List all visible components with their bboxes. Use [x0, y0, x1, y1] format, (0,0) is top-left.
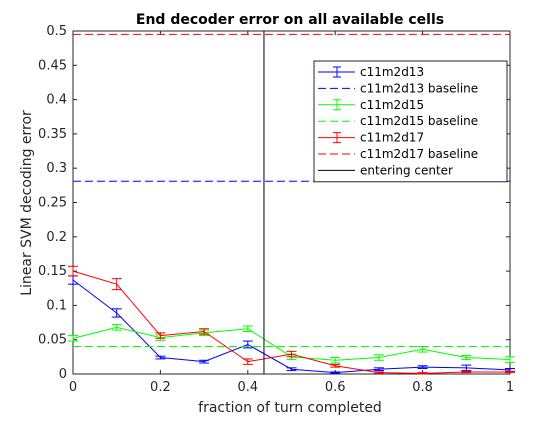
- c11m2d15-point: [111, 324, 122, 331]
- c11m2d15-point: [68, 335, 78, 342]
- legend-label: c11m2d13: [360, 65, 424, 79]
- c11m2d17-point: [155, 332, 166, 339]
- c11m2d17-point: [330, 363, 341, 368]
- y-tick-label: 0.1: [46, 298, 67, 313]
- c11m2d17-point: [373, 371, 384, 374]
- legend-item: c11m2d15 baseline: [318, 114, 478, 128]
- legend-item: entering center: [318, 163, 453, 177]
- x-axis-label: fraction of turn completed: [198, 400, 382, 416]
- y-tick-label: 0.15: [38, 264, 67, 279]
- c11m2d13-point: [199, 359, 210, 364]
- x-tick-label: 1: [506, 380, 514, 395]
- c11m2d13-point: [461, 364, 472, 372]
- y-tick-label: 0.45: [38, 58, 67, 73]
- legend-label: c11m2d17 baseline: [360, 147, 478, 161]
- y-tick-label: 0.5: [46, 24, 67, 39]
- x-tick-label: 0.8: [412, 380, 433, 395]
- c11m2d13-point: [330, 371, 341, 374]
- y-tick-label: 0.35: [38, 127, 67, 142]
- c11m2d17-point: [417, 372, 428, 375]
- chart-title: End decoder error on all available cells: [136, 12, 444, 28]
- c11m2d15-point: [330, 357, 341, 364]
- c11m2d13-point: [111, 308, 122, 318]
- c11m2d13-point: [373, 367, 384, 372]
- y-tick-label: 0: [59, 367, 67, 382]
- legend-label: entering center: [360, 163, 453, 177]
- y-tick-label: 0.4: [46, 93, 67, 108]
- c11m2d17-point: [286, 350, 297, 358]
- x-tick-label: 0.4: [237, 380, 258, 395]
- legend-label: c11m2d13 baseline: [360, 81, 478, 95]
- c11m2d15-point: [461, 354, 472, 361]
- legend-item: c11m2d13: [318, 65, 424, 79]
- legend-label: c11m2d15: [360, 98, 424, 112]
- c11m2d15-point: [373, 354, 384, 361]
- c11m2d13-point: [417, 365, 428, 370]
- y-axis-label: Linear SVM decoding error: [19, 110, 35, 296]
- y-tick-label: 0.05: [38, 333, 67, 348]
- legend-item: c11m2d17: [318, 131, 424, 145]
- c11m2d17-point: [461, 370, 472, 374]
- y-tick-label: 0.2: [46, 230, 67, 245]
- c11m2d17-point: [242, 358, 253, 365]
- y-tick-label: 0.25: [38, 196, 67, 211]
- legend-item: c11m2d15: [318, 98, 424, 112]
- c11m2d17-point: [111, 278, 122, 291]
- c11m2d17-point: [199, 328, 210, 335]
- c11m2d13-point: [155, 355, 166, 360]
- legend-item: c11m2d13 baseline: [318, 81, 478, 95]
- c11m2d15-point: [505, 356, 515, 363]
- legend-label: c11m2d17: [360, 131, 424, 145]
- c11m2d17-point: [505, 370, 515, 374]
- x-tick-label: 0: [69, 380, 77, 395]
- legend: c11m2d13 c11m2d13 baseline c11m2d15 c11m2d1…: [313, 60, 508, 183]
- axis-ticks: 0 0.2 0.4 0.6 0.8 1 0 0.05 0.1 0.15 0.2 0.25 0.3 0.35…: [38, 24, 514, 395]
- c11m2d15-point: [242, 325, 253, 332]
- c11m2d17-point: [68, 265, 78, 277]
- x-tick-label: 0.2: [150, 380, 171, 395]
- x-tick-label: 0.6: [325, 380, 346, 395]
- legend-item: c11m2d17 baseline: [318, 147, 478, 161]
- legend-label: c11m2d15 baseline: [360, 114, 478, 128]
- y-tick-label: 0.3: [46, 161, 67, 176]
- c11m2d13-point: [286, 367, 297, 372]
